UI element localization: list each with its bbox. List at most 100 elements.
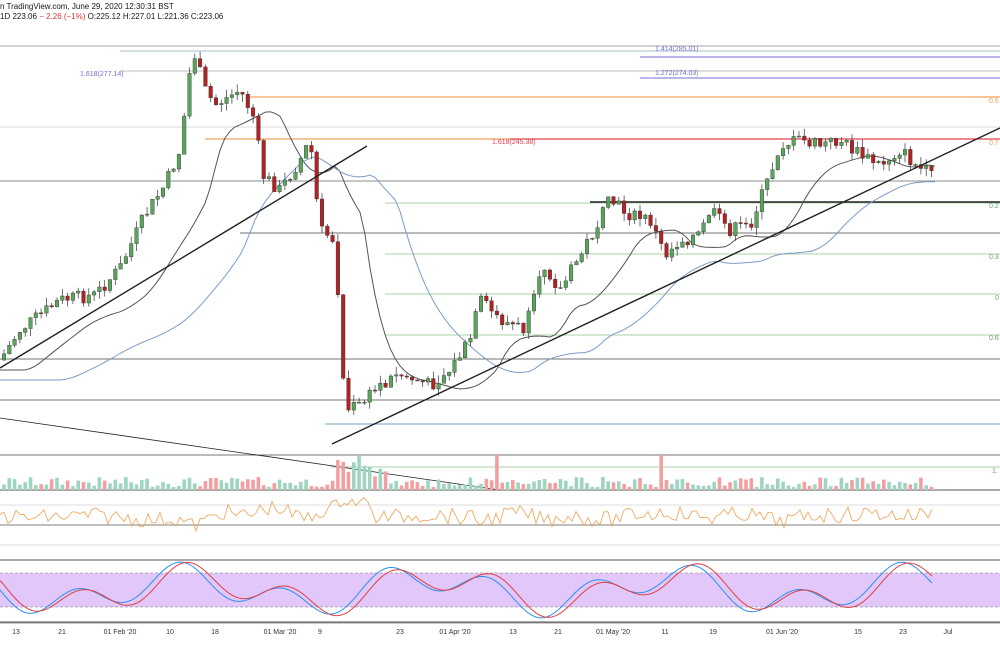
candle-body bbox=[399, 374, 404, 377]
candle-body bbox=[897, 154, 902, 159]
candle-body bbox=[426, 378, 431, 383]
volume-bar bbox=[166, 484, 171, 490]
volume-bar bbox=[261, 485, 266, 490]
volume-bar bbox=[606, 481, 610, 490]
volume-bar bbox=[797, 483, 801, 490]
volume-bar bbox=[49, 479, 54, 490]
candle-body bbox=[791, 136, 796, 146]
trend-line-2 bbox=[0, 417, 501, 491]
volume-bar bbox=[7, 478, 12, 490]
candle-body bbox=[272, 176, 277, 192]
candle-body bbox=[473, 311, 478, 339]
volume-bar bbox=[44, 484, 49, 490]
volume-bar bbox=[542, 479, 547, 490]
candle-body bbox=[664, 243, 669, 258]
x-axis-label: 11 bbox=[661, 629, 668, 636]
volume-bar bbox=[113, 479, 118, 490]
volume-bar bbox=[208, 477, 213, 490]
x-axis-label: 21 bbox=[58, 629, 66, 636]
candle-body bbox=[150, 199, 155, 215]
volume-bar bbox=[659, 455, 663, 490]
candle-body bbox=[738, 222, 743, 224]
volume-bar bbox=[193, 483, 197, 490]
candle-body bbox=[521, 322, 526, 334]
candle-body bbox=[192, 58, 197, 74]
candle-body bbox=[913, 164, 918, 166]
x-axis-label: 01 Mar '20 bbox=[264, 629, 297, 636]
candle-body bbox=[526, 310, 531, 334]
candle-body bbox=[160, 187, 165, 197]
candle-body bbox=[60, 295, 65, 301]
volume-bar bbox=[320, 486, 324, 490]
candle-body bbox=[807, 139, 812, 147]
candle-body bbox=[781, 148, 786, 156]
volume-bar bbox=[611, 482, 616, 490]
candle-body bbox=[659, 230, 664, 244]
candle-body bbox=[675, 247, 680, 250]
volume-bar bbox=[897, 481, 902, 490]
candle-body bbox=[839, 141, 844, 146]
candle-body bbox=[410, 376, 415, 381]
volume-bar bbox=[341, 461, 345, 490]
candle-body bbox=[33, 312, 38, 318]
volume-bar bbox=[913, 482, 918, 490]
volume-bar bbox=[267, 486, 271, 490]
candle-body bbox=[691, 234, 696, 246]
volume-bar bbox=[813, 484, 817, 490]
volume-bar bbox=[87, 482, 91, 490]
volume-bar bbox=[526, 483, 531, 490]
candle-body bbox=[277, 185, 282, 192]
candle-body bbox=[855, 147, 860, 154]
volume-bar bbox=[537, 479, 542, 490]
candle-body bbox=[76, 290, 81, 294]
candle-body bbox=[786, 145, 791, 149]
volume-bar bbox=[738, 478, 743, 490]
candle-body bbox=[394, 374, 399, 377]
volume-bar bbox=[357, 455, 361, 490]
candle-body bbox=[844, 140, 849, 143]
candle-body bbox=[12, 339, 17, 346]
volume-bar bbox=[150, 486, 155, 490]
volume-bar bbox=[219, 480, 224, 490]
candle-body bbox=[208, 86, 213, 98]
candle-body bbox=[479, 295, 484, 312]
candle-body bbox=[553, 278, 558, 288]
candle-body bbox=[267, 176, 272, 179]
volume-bar bbox=[399, 485, 404, 490]
candle-body bbox=[203, 66, 208, 87]
candle-body bbox=[373, 389, 378, 392]
volume-bar bbox=[463, 484, 467, 490]
fib-label: 1.272(274.03) bbox=[655, 70, 699, 77]
candle-body bbox=[653, 225, 658, 232]
ma-50-line bbox=[0, 111, 936, 390]
volume-bar bbox=[71, 486, 75, 490]
volume-bar bbox=[272, 483, 277, 490]
volume-bar bbox=[569, 486, 573, 490]
publisher-line: n TradingView.com, June 29, 2020 12:30:3… bbox=[0, 2, 174, 11]
volume-bar bbox=[617, 481, 621, 490]
candle-body bbox=[722, 213, 727, 224]
volume-bar bbox=[140, 480, 144, 490]
candle-body bbox=[860, 147, 865, 159]
volume-bar bbox=[452, 485, 457, 490]
volume-bar bbox=[198, 486, 202, 490]
candle-body bbox=[155, 196, 160, 200]
volume-bar bbox=[108, 483, 112, 490]
candle-body bbox=[489, 300, 494, 312]
candle-body bbox=[325, 225, 330, 236]
volume-bar bbox=[776, 478, 780, 490]
candle-body bbox=[44, 305, 49, 314]
volume-bar bbox=[585, 483, 589, 490]
candle-body bbox=[865, 154, 870, 159]
fib-level-label: 0.7 bbox=[989, 140, 999, 147]
candle-body bbox=[139, 214, 144, 228]
volume-bar bbox=[479, 483, 483, 490]
volume-bar bbox=[39, 484, 43, 490]
volume-bar bbox=[129, 482, 133, 490]
volume-bar bbox=[500, 482, 504, 490]
candle-body bbox=[643, 214, 648, 219]
volume-bar bbox=[924, 485, 928, 490]
volume-bar bbox=[929, 486, 934, 490]
